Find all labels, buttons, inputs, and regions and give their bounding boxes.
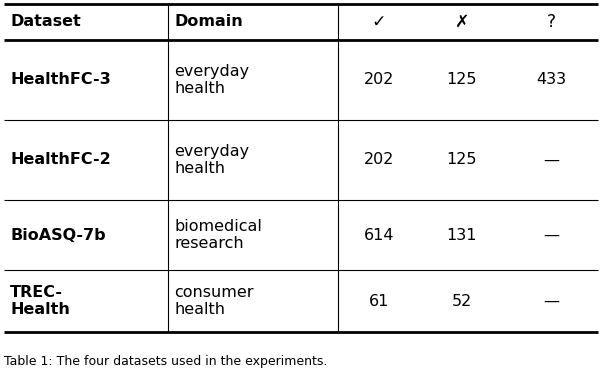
Text: everyday
health: everyday health [174, 64, 249, 96]
Text: TREC-
Health: TREC- Health [10, 285, 70, 317]
Text: everyday
health: everyday health [174, 144, 249, 176]
Text: Table 1: The four datasets used in the experiments.: Table 1: The four datasets used in the e… [4, 356, 327, 369]
Text: BioASQ-7b: BioASQ-7b [10, 228, 105, 243]
Text: biomedical
research: biomedical research [174, 219, 262, 251]
Text: —: — [543, 152, 559, 167]
Text: 125: 125 [447, 152, 478, 167]
Text: Dataset: Dataset [10, 15, 81, 29]
Text: Domain: Domain [174, 15, 243, 29]
Text: 433: 433 [536, 73, 566, 87]
Text: ?: ? [547, 13, 556, 31]
Text: consumer
health: consumer health [174, 285, 253, 317]
Text: 202: 202 [364, 152, 394, 167]
Text: 202: 202 [364, 73, 394, 87]
Text: HealthFC-2: HealthFC-2 [10, 152, 111, 167]
Text: ✗: ✗ [454, 13, 469, 31]
Text: 125: 125 [447, 73, 478, 87]
Text: 131: 131 [447, 228, 478, 243]
Text: —: — [543, 228, 559, 243]
Text: 614: 614 [364, 228, 395, 243]
Text: 52: 52 [452, 293, 472, 309]
Text: 61: 61 [369, 293, 389, 309]
Text: ✓: ✓ [371, 13, 386, 31]
Text: HealthFC-3: HealthFC-3 [10, 73, 111, 87]
Text: —: — [543, 293, 559, 309]
